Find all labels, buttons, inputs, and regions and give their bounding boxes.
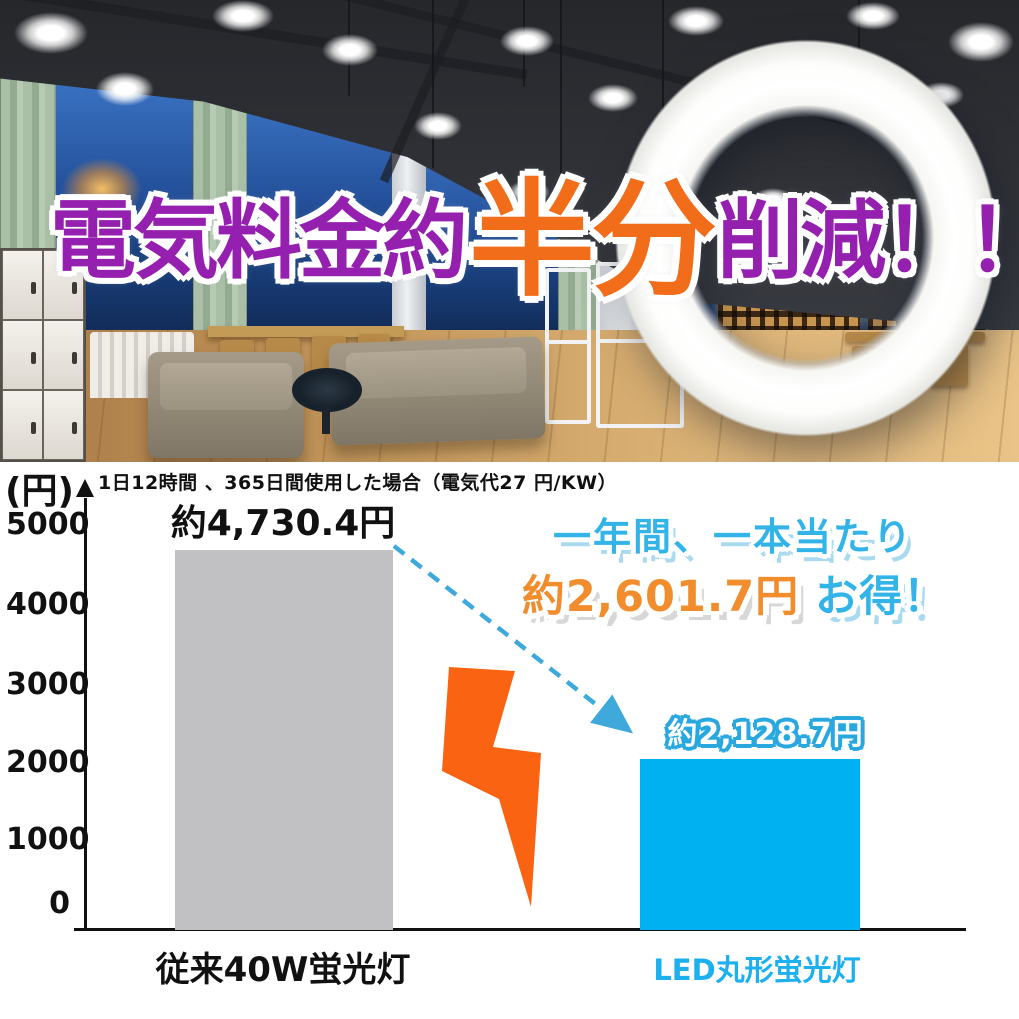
headline: 電気料金約 半分 削減！！ xyxy=(50,167,1019,314)
bar-value-conventional: 約4,730.4円 xyxy=(170,503,396,544)
pendant-stem xyxy=(560,0,562,192)
y-tick-0: 0 xyxy=(49,886,70,921)
dashed-decrease-arrow xyxy=(392,544,634,734)
ceiling-light xyxy=(948,22,1014,62)
headline-part1: 電気料金約 xyxy=(50,191,468,291)
ceiling-light xyxy=(588,84,638,112)
savings-line1: 一年間、一本当たり xyxy=(552,515,913,559)
curtain xyxy=(193,68,247,336)
headline-part2: 半分 xyxy=(469,167,717,314)
locker-cabinet xyxy=(0,248,86,462)
y-axis-line xyxy=(84,498,87,930)
bunk-bed-frame xyxy=(545,268,591,424)
ceiling-light xyxy=(414,112,462,140)
ceiling-light xyxy=(322,34,378,66)
headline-part3: 削減！！ xyxy=(717,191,1019,291)
ceiling-light xyxy=(500,26,554,56)
savings-line2: 約2,601.7円 お得！ xyxy=(462,562,1007,624)
y-tick-3000: 3000 xyxy=(6,667,90,702)
cost-comparison-chart: (円) 1日12時間 、365日間使用した場合（電気代27 円/KW） 5000… xyxy=(0,462,1019,1019)
x-axis-line xyxy=(74,928,966,931)
led-ring-light xyxy=(606,30,1006,446)
bar-led-circular xyxy=(640,759,860,930)
savings-amount: 約2,601.7円 xyxy=(521,572,800,622)
lightning-bolt-icon xyxy=(442,667,541,907)
y-axis-unit-label: (円) xyxy=(5,471,74,512)
bar-conventional-fluorescent xyxy=(175,550,393,930)
ceiling-light xyxy=(846,2,900,30)
y-tick-5000: 5000 xyxy=(6,507,90,542)
savings-suffix: お得！ xyxy=(799,572,948,622)
y-tick-1000: 1000 xyxy=(6,822,90,857)
ceiling-light xyxy=(96,72,154,106)
armchair xyxy=(148,352,304,458)
y-axis-arrowhead xyxy=(76,479,94,497)
ceiling-light xyxy=(508,180,550,204)
y-tick-2000: 2000 xyxy=(6,745,90,780)
category-label-conventional: 従来40W蛍光灯 xyxy=(155,950,411,990)
y-tick-4000: 4000 xyxy=(6,587,90,622)
ceiling-light xyxy=(14,12,88,54)
pendant-stem xyxy=(662,0,664,138)
desk xyxy=(208,326,404,337)
usage-condition-note: 1日12時間 、365日間使用した場合（電気代27 円/KW） xyxy=(98,472,618,494)
pendant-stem xyxy=(432,0,434,168)
coffee-table-leg xyxy=(322,404,330,434)
bar-value-led: 約2,128.7円 xyxy=(667,717,864,752)
room-photo: 電気料金約 半分 削減！！ xyxy=(0,0,1019,462)
category-label-led: LED丸形蛍光灯 xyxy=(653,953,861,987)
ceiling-light xyxy=(212,0,274,32)
pendant-stem xyxy=(858,0,860,58)
city-glow xyxy=(62,158,142,220)
ceiling-light xyxy=(668,6,724,36)
